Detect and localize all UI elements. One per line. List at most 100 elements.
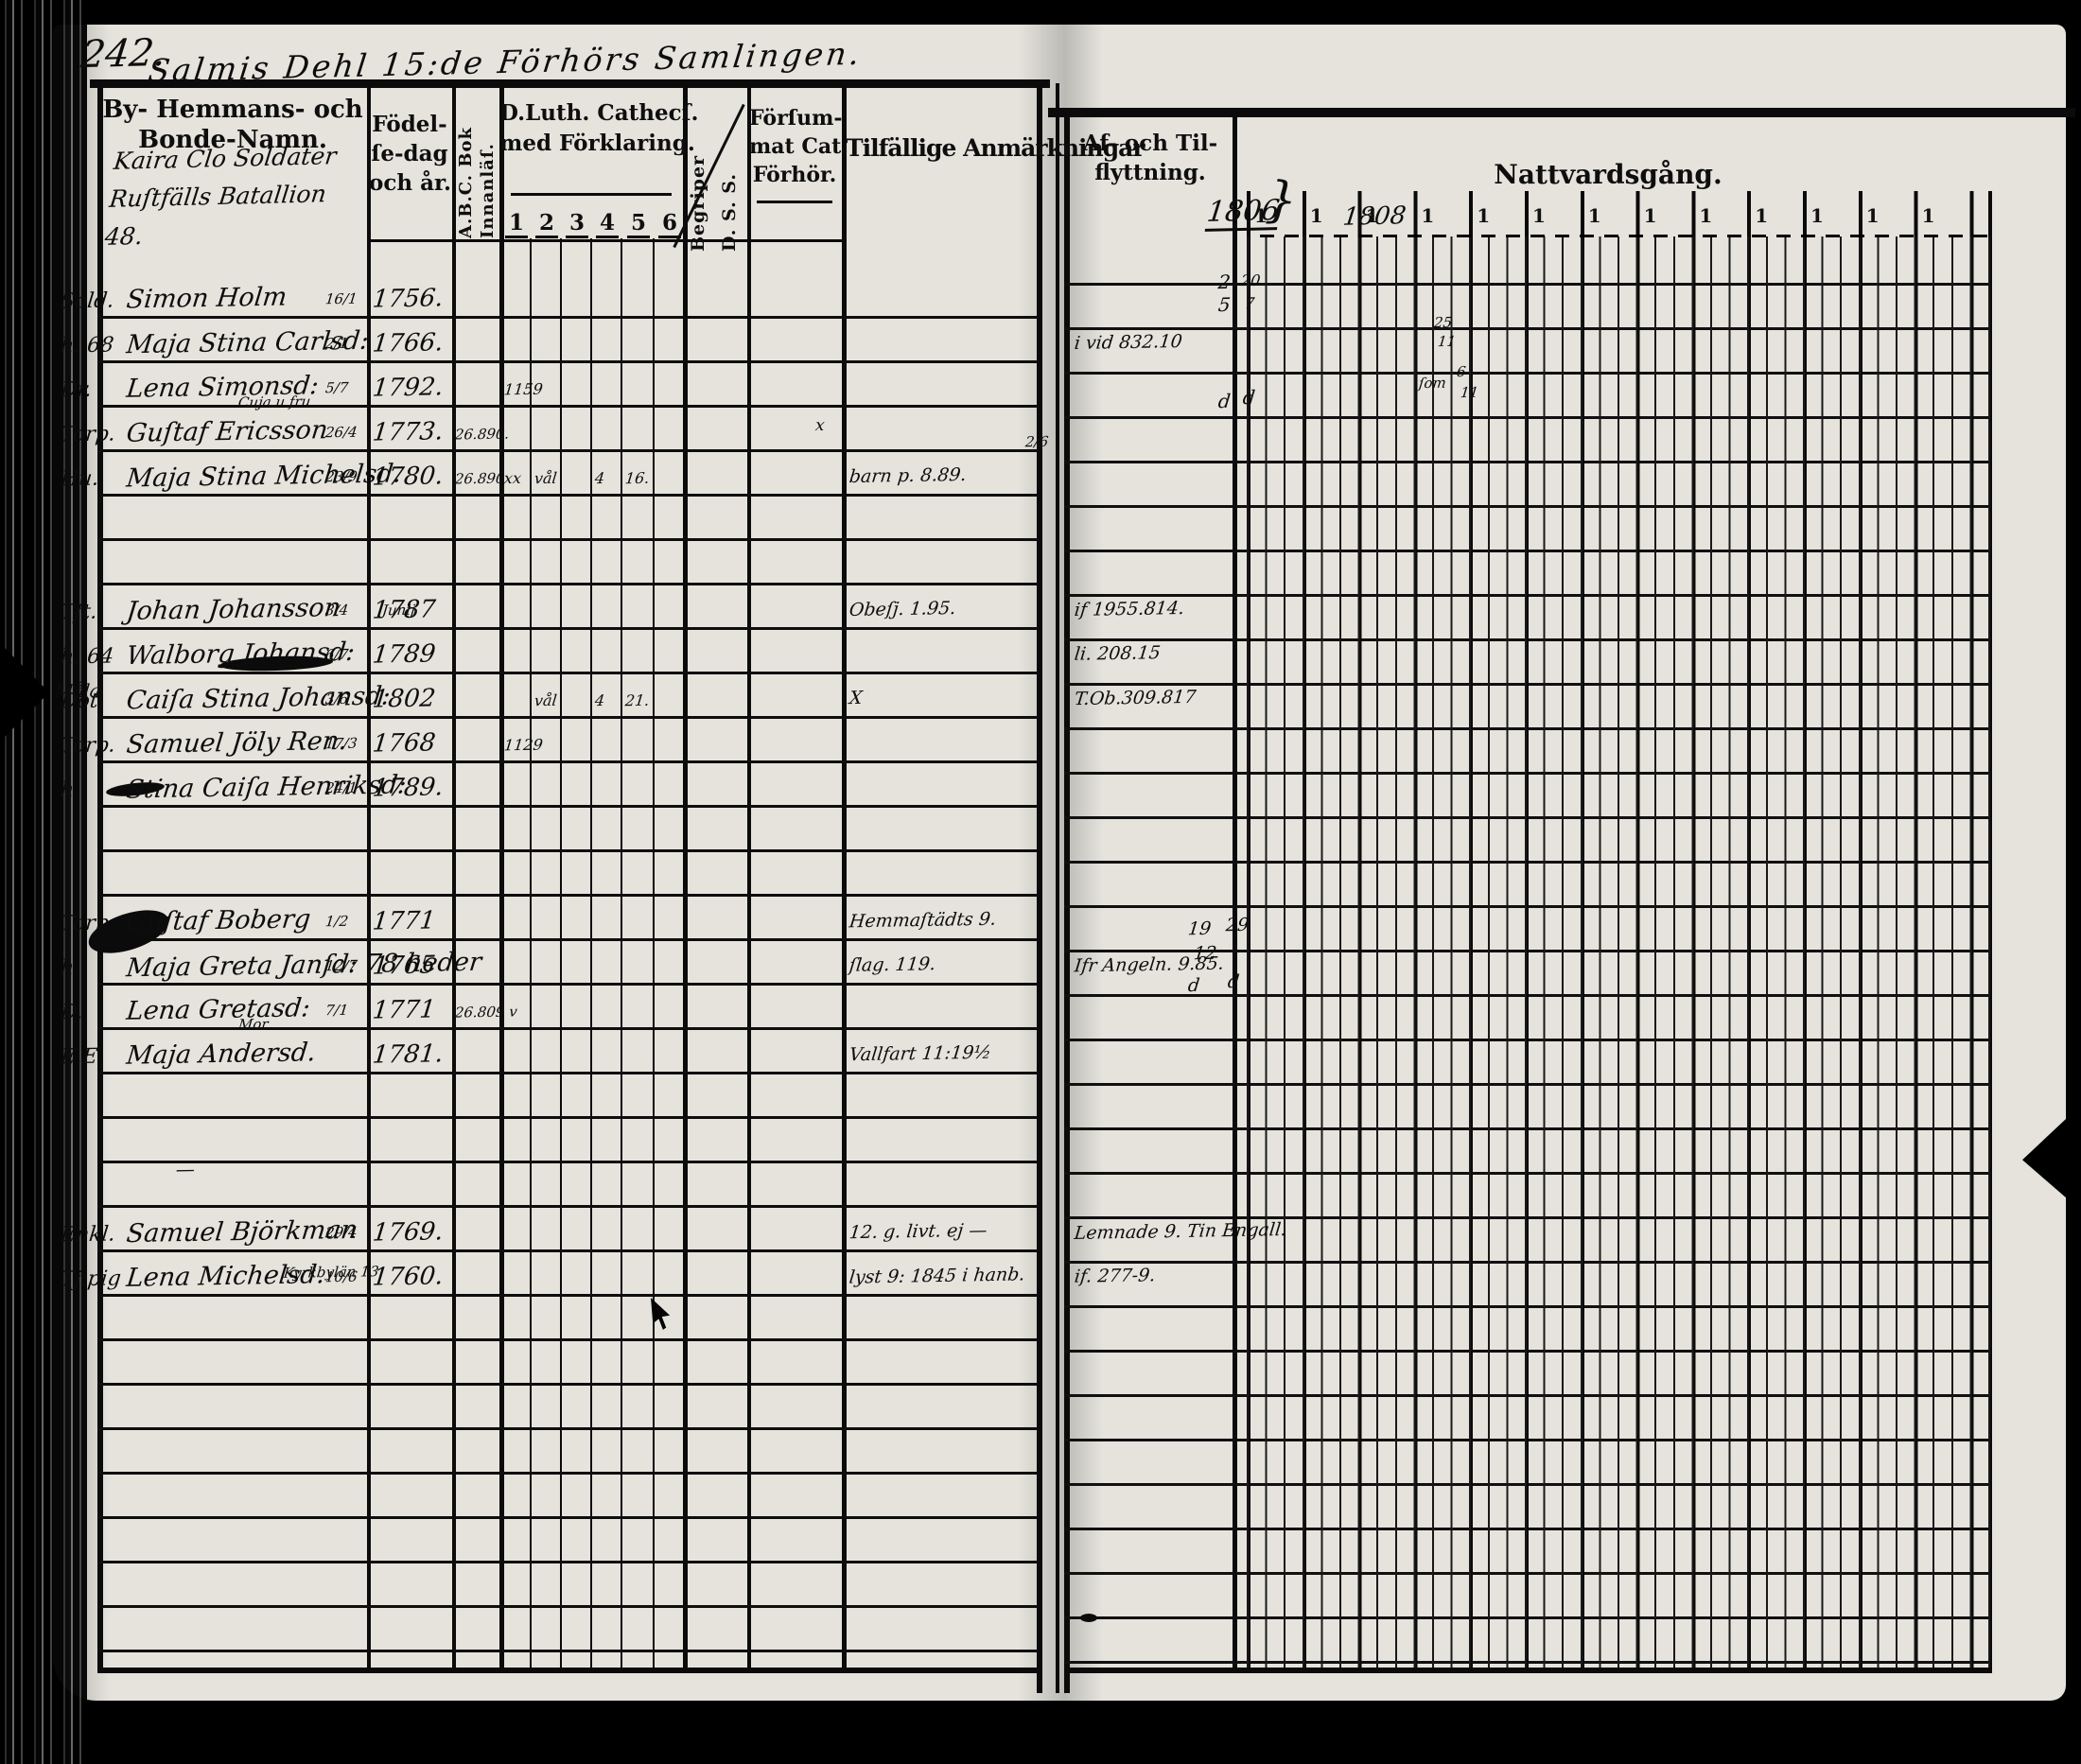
row-margin-note: h. xyxy=(59,777,82,803)
header-names-line2: Bonde-Namn. xyxy=(138,126,327,154)
row-birthdate: 23/9 xyxy=(324,467,358,486)
row-name: Guſtaf Ericsson xyxy=(125,415,330,448)
printed-one-mark: 1 xyxy=(1643,204,1657,227)
row-birthdate: 26/4 xyxy=(324,423,358,442)
row-remark: X xyxy=(848,687,864,709)
row-remark: 12. g. livt. ej — xyxy=(848,1219,988,1244)
printed-one-mark: 1 xyxy=(1755,204,1769,227)
cat-num-2: 2 xyxy=(535,210,558,238)
grid-mark: d xyxy=(1216,389,1233,413)
row-birthdate: 6/7 xyxy=(324,645,350,664)
header-begrepp-line1: Begriper xyxy=(688,154,708,252)
grid-mark: 29 xyxy=(1224,914,1250,936)
row-margin-note: D. xyxy=(59,1000,85,1025)
grid-mark: ſom xyxy=(1418,374,1447,393)
header-birth-line2: ſe-dag xyxy=(371,141,448,166)
header-abc-line1: A.B.C. Bok xyxy=(456,127,476,238)
header-cat-line1: D.Luth. Cathecſ. xyxy=(499,100,699,126)
group-note-line2: Ruſtfälls Batallion xyxy=(108,180,328,213)
row-cat-mark: 21. xyxy=(623,690,651,710)
header-abc-line2: Innanläſ. xyxy=(478,143,498,238)
grid-right-rule xyxy=(1988,191,1992,1669)
ink-blob xyxy=(1080,1614,1097,1622)
cat-num-3: 3 xyxy=(566,210,588,238)
row-birthyear: 1765 xyxy=(371,951,437,981)
grid-mark: 20 xyxy=(1239,271,1262,290)
row-birthdate: 29/4 xyxy=(324,1223,358,1242)
header-names: By- Hemmans- och Bonde-Namn. xyxy=(100,95,365,155)
row-name: Lena Gretasd: xyxy=(125,993,312,1026)
row-remark: lyst 9: 1845 i hanb. xyxy=(848,1264,1026,1288)
row-margin-note: h. 64 xyxy=(59,644,115,670)
row-margin-note: h. xyxy=(59,955,82,981)
printed-one-mark: 1 xyxy=(1254,204,1268,227)
right-bottom-rule xyxy=(1064,1668,1992,1673)
header-bottom-rule xyxy=(367,239,842,242)
row-margin-note: Tj.pig xyxy=(59,1266,123,1292)
row-birthyear: 1781. xyxy=(371,1039,446,1070)
row-birthyear: 1760. xyxy=(371,1262,446,1292)
row-migration-note: if 1955.814. xyxy=(1073,597,1186,621)
row-migration-note: Lemnade 9. Tin Engall. xyxy=(1073,1219,1288,1244)
row-cat-mark: vål xyxy=(533,468,558,488)
row-birthyear: 1773. xyxy=(371,417,446,447)
row-birthyear: 1768 xyxy=(371,728,437,759)
communion-grid-columns xyxy=(1247,236,1990,1669)
header-flytt-line2: flyttning. xyxy=(1094,160,1206,185)
row-remark: ſlag. 119. xyxy=(848,953,937,976)
row-cat-mark: 4 xyxy=(593,468,606,488)
header-begrepp-line2: D. S. S. xyxy=(719,173,740,252)
title-rule xyxy=(90,79,1050,88)
row-cat-mark: vål xyxy=(533,690,558,710)
header-flytt: Af- och Til- flyttning. xyxy=(1069,129,1232,187)
row-abc-mark: 26.890 xyxy=(453,469,506,488)
grid-mark: x xyxy=(813,415,826,436)
group-note-line3: 48. xyxy=(103,221,145,251)
row-remark: Obeſj. 1.95. xyxy=(848,598,957,620)
row-birthdate: 3/6 xyxy=(324,690,350,708)
year-brace: } xyxy=(1263,170,1300,231)
row-cat-mark: 16. xyxy=(623,468,651,488)
row-birthyear: 1766. xyxy=(371,328,446,358)
printed-one-mark: 1 xyxy=(1532,204,1546,227)
row-migration-note: li. 208.15 xyxy=(1073,642,1162,665)
grid-mark: 11 xyxy=(1460,383,1480,402)
group-note: Kaira Clo Soldater Ruſtfälls Batallion 4… xyxy=(103,137,339,256)
right-page-top-rule xyxy=(1048,108,2075,117)
row-birthdate: 2/1 xyxy=(324,334,350,353)
printed-one-mark: 1 xyxy=(1477,204,1491,227)
row-name: Maja Stina Michelsd. xyxy=(125,459,403,494)
row-margin-note: Hu. xyxy=(59,466,100,492)
row-birthdate: 12/7 xyxy=(324,956,358,975)
grid-mark: d xyxy=(1241,385,1257,410)
grid-mark: 5 xyxy=(1216,292,1233,317)
header-flytt-line1: Af- och Til- xyxy=(1082,131,1218,156)
row-remark: barn p. 8.89. xyxy=(848,463,968,488)
row-name: Walborg Johansd: xyxy=(125,637,357,672)
row-subnote: Cuja u fru xyxy=(236,393,312,411)
cat-num-4: 4 xyxy=(596,210,619,238)
row-name: Guſtaf Boberg xyxy=(125,904,312,937)
row-abc-mark: 26.890. xyxy=(453,425,511,444)
forsummat-underline xyxy=(757,201,832,203)
header-cat-line2: med Förklaring. xyxy=(499,131,695,156)
row-name: Caiſa Stina Johansd: xyxy=(125,681,393,716)
row-name: Simon Holm xyxy=(125,282,289,315)
row-margin-note: E.E. xyxy=(59,1044,106,1070)
fold-rule-b xyxy=(1056,83,1059,1693)
fold-rule-a xyxy=(1037,83,1042,1693)
row-margin-note: Sold. xyxy=(59,288,115,314)
row-birthdate: 5/7 xyxy=(324,378,350,397)
header-birth-line3: och år. xyxy=(369,170,451,196)
row-birthdate: 1/2 xyxy=(324,912,350,931)
year-dashed-rule xyxy=(1260,235,1990,237)
row-name: Maja Andersd. xyxy=(125,1038,318,1071)
row-cat-mark: 1129 xyxy=(502,735,544,755)
book-binding xyxy=(0,0,87,1764)
printed-one-mark: 1 xyxy=(1587,204,1601,227)
row-margin-note: Enkl. xyxy=(59,1222,116,1248)
row-birthyear: 1789. xyxy=(371,773,446,803)
header-forsummat-line2: mat Cat. xyxy=(749,134,848,159)
row-cat-mark: xx xyxy=(502,468,523,488)
